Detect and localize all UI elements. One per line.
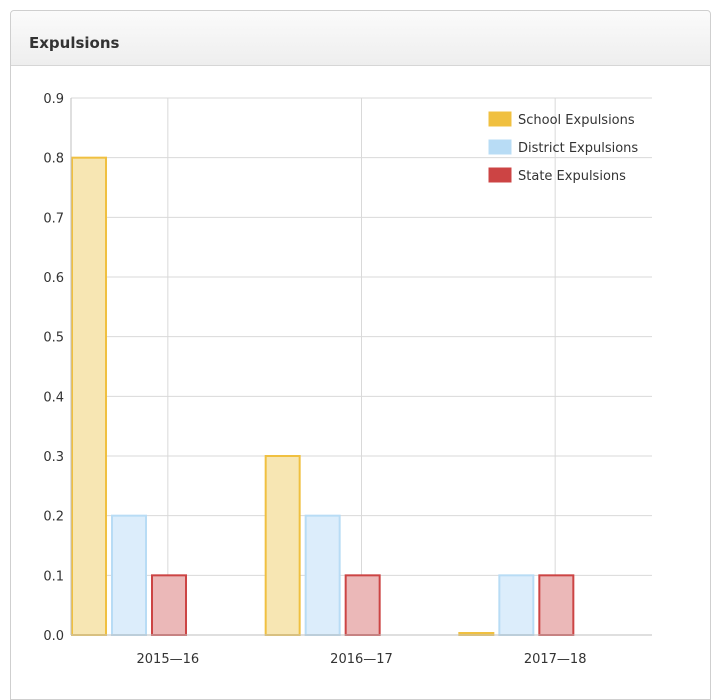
y-tick-label: 0.6 (43, 271, 64, 286)
y-tick-label: 0.8 (43, 152, 64, 167)
bar-district-expulsions-1[interactable] (304, 514, 341, 637)
legend-swatch (487, 110, 513, 128)
bar-state-expulsions-1[interactable] (344, 574, 381, 636)
legend-swatch (487, 138, 513, 156)
legend-item-school-expulsions[interactable]: School Expulsions (487, 110, 635, 128)
bar-state-expulsions-2[interactable] (538, 574, 575, 636)
y-tick-label: 0.0 (43, 629, 64, 644)
y-tick-label: 0.1 (43, 569, 64, 584)
panel-title: Expulsions (29, 34, 120, 52)
x-tick-label: 2015—16 (137, 652, 200, 667)
y-tick-label: 0.4 (43, 390, 64, 405)
panel-header: Expulsions (11, 11, 710, 66)
bar-district-expulsions-2[interactable] (498, 574, 535, 636)
legend-swatch (487, 166, 513, 184)
x-tick-label: 2017—18 (524, 652, 587, 667)
chart-bars (71, 156, 575, 637)
legend-label: School Expulsions (518, 113, 635, 128)
bar-district-expulsions-0[interactable] (111, 514, 147, 637)
x-tick-label: 2016—17 (330, 652, 393, 667)
chart-legend: School Expulsions District Expulsions Stat… (487, 110, 638, 184)
y-tick-label: 0.3 (43, 450, 64, 465)
chart-axes: 0.0 0.1 0.2 0.3 0.4 0.5 0.6 0.7 0.8 0.9 2015—16 201… (43, 92, 652, 667)
legend-item-state-expulsions[interactable]: State Expulsions (487, 166, 626, 184)
y-tick-label: 0.2 (43, 510, 64, 525)
bar-school-expulsions-1[interactable] (264, 455, 301, 636)
y-tick-label: 0.5 (43, 331, 64, 346)
bar-school-expulsions-0[interactable] (71, 156, 107, 637)
legend-label: District Expulsions (518, 141, 638, 156)
y-tick-label: 0.9 (43, 92, 64, 107)
legend-label: State Expulsions (518, 169, 626, 184)
bar-state-expulsions-0[interactable] (151, 574, 187, 636)
y-tick-label: 0.7 (43, 211, 64, 226)
legend-item-district-expulsions[interactable]: District Expulsions (487, 138, 638, 156)
